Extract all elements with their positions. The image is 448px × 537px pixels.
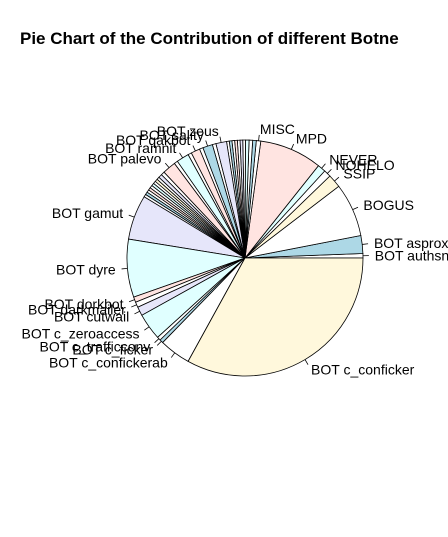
slice-tick-bot-sality (205, 140, 208, 147)
slice-label-bot-gamut: BOT gamut (52, 205, 123, 221)
slice-label-nohelo: NOHELO (336, 157, 395, 173)
slice-tick-bot-c-conficker (304, 359, 309, 365)
slice-tick-bot-qakbot (192, 145, 196, 152)
chart-title: Pie Chart of the Contribution of differe… (20, 29, 399, 48)
slice-tick-nohelo (327, 168, 332, 174)
slice-label-bot-dorkbot: BOT dorkbot (44, 296, 123, 312)
slice-label-bot-palevo: BOT palevo (88, 151, 162, 167)
slice-tick-misc (258, 134, 260, 141)
slice-label-bogus: BOGUS (363, 197, 414, 213)
slice-label-bot-c-zeroaccess: BOT c_zeroaccess (22, 326, 140, 342)
slice-tick-bogus (352, 206, 359, 210)
slice-tick-bot-palevo (164, 162, 170, 168)
slice-label-bot-c-conficker: BOT c_conficker (311, 362, 415, 378)
slice-label-bot-ramnit: BOT ramnit (105, 140, 176, 156)
slice-label-bot-zeus: BOT zeus (157, 123, 219, 139)
slice-tick-ssip (334, 176, 340, 182)
slice-tick-bot-dorkbot (128, 299, 135, 303)
slice-tick-bot-c-ficker (156, 340, 162, 346)
slice-tick-bot-gamut (128, 214, 135, 218)
slice-tick-bot-asprox (362, 243, 369, 245)
slice-label-bot-authsnow: BOT authsnow (375, 248, 448, 264)
slice-label-bot-asprox: BOT asprox (374, 235, 448, 251)
slice-tick-bot-darkmailer (131, 304, 137, 308)
slice-tick-bot-cutwail (134, 310, 140, 315)
slice-tick-bot-c-trafficconv (154, 338, 160, 343)
slice-tick-bot-c-zeroaccess (144, 326, 150, 331)
slice-label-ssip: SSIP (343, 165, 375, 181)
slice-label-bot-darkmailer: BOT darkmailer (28, 301, 126, 317)
slice-tick-never (321, 163, 326, 169)
slice-label-bot-c-ficker: BOT c_ficker (72, 342, 153, 358)
slice-label-mpd: MPD (296, 131, 327, 147)
slice-label-bot-dyre: BOT dyre (56, 261, 116, 277)
slice-label-misc: MISC (260, 121, 295, 137)
slice-label-never: NEVER (329, 151, 377, 167)
slice-tick-bot-dyre (121, 268, 128, 270)
slice-label-bot-sality: BOT sality (140, 127, 204, 143)
slice-tick-mpd (290, 143, 294, 150)
slice-label-bot-c-trafficconv: BOT c_trafficconv (40, 339, 151, 355)
slice-tick-bot-ramnit (179, 152, 183, 159)
slice-label-bot-qakbot: BOT qakbot (116, 132, 191, 148)
slice-tick-bot-c-confickerab (170, 352, 176, 358)
slice-tick-bot-zeus (219, 136, 222, 143)
slice-label-bot-c-confickerab: BOT c_confickerab (49, 354, 168, 370)
slice-label-bot-cutwail: BOT cutwail (54, 309, 129, 325)
